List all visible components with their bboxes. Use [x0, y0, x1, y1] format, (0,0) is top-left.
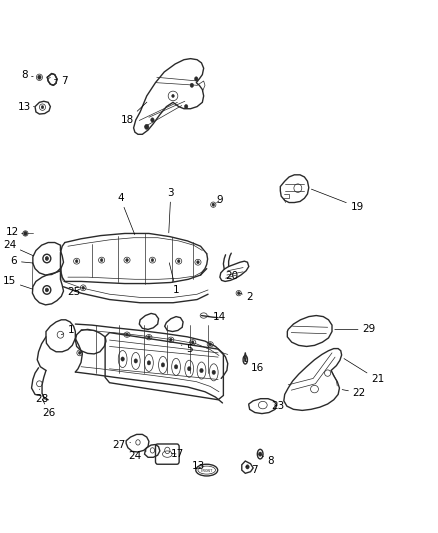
Text: 13: 13 — [18, 102, 34, 111]
Text: 5: 5 — [181, 344, 193, 354]
Ellipse shape — [209, 343, 212, 346]
Text: 3: 3 — [167, 188, 174, 233]
Ellipse shape — [100, 259, 103, 262]
Text: 8: 8 — [21, 70, 33, 79]
Ellipse shape — [145, 124, 149, 130]
Text: 1: 1 — [170, 263, 180, 295]
Ellipse shape — [246, 465, 249, 469]
Ellipse shape — [170, 338, 172, 341]
Text: 21: 21 — [344, 359, 384, 384]
Text: 27: 27 — [113, 440, 131, 450]
Ellipse shape — [174, 365, 178, 369]
Ellipse shape — [82, 286, 85, 289]
Ellipse shape — [75, 260, 78, 263]
Ellipse shape — [200, 368, 203, 373]
Ellipse shape — [177, 260, 180, 263]
Ellipse shape — [78, 351, 81, 354]
Text: 9: 9 — [216, 195, 223, 205]
Text: 4: 4 — [117, 193, 135, 235]
Text: 29: 29 — [335, 325, 375, 334]
Ellipse shape — [187, 367, 191, 371]
Text: 22: 22 — [342, 388, 366, 398]
Ellipse shape — [151, 259, 154, 262]
Ellipse shape — [121, 357, 124, 361]
Ellipse shape — [24, 231, 27, 236]
Ellipse shape — [194, 77, 198, 81]
Ellipse shape — [172, 94, 174, 98]
Text: 24: 24 — [3, 240, 33, 256]
Text: 7: 7 — [246, 465, 258, 475]
Ellipse shape — [151, 118, 154, 122]
Text: 13: 13 — [191, 462, 205, 471]
Text: 12: 12 — [6, 227, 23, 237]
Text: 7: 7 — [54, 76, 68, 86]
Ellipse shape — [46, 288, 48, 292]
Ellipse shape — [148, 336, 150, 339]
Text: 24: 24 — [128, 451, 146, 461]
Ellipse shape — [212, 203, 215, 206]
Text: 1: 1 — [61, 326, 74, 335]
Ellipse shape — [191, 341, 194, 344]
Text: 19: 19 — [311, 189, 364, 212]
Ellipse shape — [46, 257, 48, 260]
Ellipse shape — [212, 370, 215, 375]
Text: 14: 14 — [208, 312, 226, 322]
Ellipse shape — [147, 361, 151, 365]
Text: 6: 6 — [11, 256, 33, 266]
Text: 2: 2 — [240, 293, 253, 302]
Ellipse shape — [184, 104, 188, 109]
Text: 8: 8 — [262, 456, 274, 466]
Ellipse shape — [126, 333, 128, 336]
Ellipse shape — [190, 83, 194, 87]
Text: 28: 28 — [35, 389, 48, 403]
Text: 15: 15 — [3, 277, 32, 289]
Ellipse shape — [258, 452, 262, 456]
Ellipse shape — [126, 259, 128, 262]
Ellipse shape — [237, 292, 240, 295]
Text: 16: 16 — [246, 361, 264, 373]
Text: 25: 25 — [67, 287, 80, 297]
Ellipse shape — [161, 363, 165, 367]
Text: 18: 18 — [121, 102, 147, 125]
Text: FRONT: FRONT — [201, 469, 213, 473]
Ellipse shape — [197, 261, 199, 264]
Ellipse shape — [134, 359, 138, 363]
Text: 26: 26 — [42, 399, 56, 418]
Ellipse shape — [41, 106, 44, 109]
Text: 17: 17 — [171, 449, 184, 459]
Text: 23: 23 — [272, 401, 285, 411]
Text: 20: 20 — [226, 271, 239, 281]
Ellipse shape — [38, 75, 41, 79]
